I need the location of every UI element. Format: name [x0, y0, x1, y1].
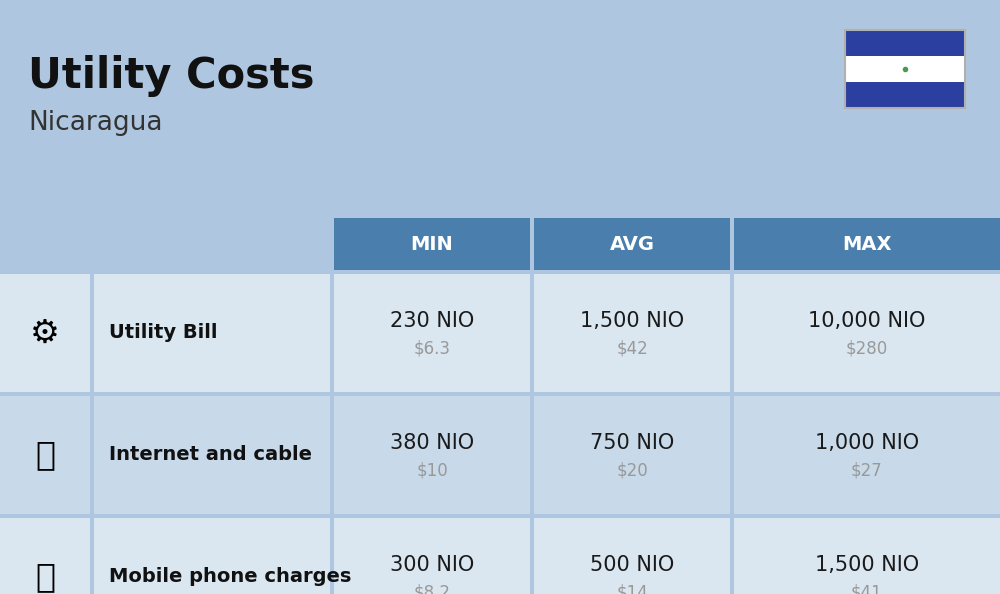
Text: $27: $27 — [851, 462, 883, 480]
Text: ⚙: ⚙ — [30, 317, 60, 349]
Bar — [90, 218, 330, 270]
Text: $41: $41 — [851, 584, 883, 594]
Text: MAX: MAX — [842, 235, 892, 254]
Text: 📶: 📶 — [35, 438, 55, 472]
Text: $8.2: $8.2 — [414, 584, 450, 594]
Text: MIN: MIN — [411, 235, 453, 254]
Text: 1,000 NIO: 1,000 NIO — [815, 433, 919, 453]
Bar — [534, 274, 730, 392]
Bar — [534, 518, 730, 594]
Bar — [534, 218, 730, 270]
Bar — [734, 218, 1000, 270]
Bar — [334, 218, 530, 270]
Bar — [845, 82, 965, 108]
Text: Mobile phone charges: Mobile phone charges — [109, 567, 351, 586]
Bar — [534, 396, 730, 514]
Text: Utility Costs: Utility Costs — [28, 55, 314, 97]
Bar — [0, 274, 90, 392]
Bar — [845, 30, 965, 56]
Bar — [845, 56, 965, 82]
Text: $20: $20 — [616, 462, 648, 480]
Text: $280: $280 — [846, 340, 888, 358]
Bar — [734, 274, 1000, 392]
Bar — [734, 518, 1000, 594]
Text: AVG: AVG — [610, 235, 654, 254]
Bar — [0, 396, 90, 514]
Text: Utility Bill: Utility Bill — [109, 324, 218, 343]
Bar — [334, 274, 530, 392]
Bar — [94, 518, 330, 594]
Text: 230 NIO: 230 NIO — [390, 311, 474, 331]
Text: $6.3: $6.3 — [414, 340, 450, 358]
Text: $42: $42 — [616, 340, 648, 358]
Text: $14: $14 — [616, 584, 648, 594]
Text: 1,500 NIO: 1,500 NIO — [815, 555, 919, 575]
Bar — [334, 518, 530, 594]
Bar — [0, 218, 90, 270]
Bar — [845, 30, 965, 108]
Text: 750 NIO: 750 NIO — [590, 433, 674, 453]
Text: 1,500 NIO: 1,500 NIO — [580, 311, 684, 331]
Bar — [0, 518, 90, 594]
Text: 380 NIO: 380 NIO — [390, 433, 474, 453]
Bar — [94, 396, 330, 514]
Text: Internet and cable: Internet and cable — [109, 446, 312, 465]
Text: 📱: 📱 — [35, 561, 55, 593]
Bar — [334, 396, 530, 514]
Text: 500 NIO: 500 NIO — [590, 555, 674, 575]
Text: 10,000 NIO: 10,000 NIO — [808, 311, 926, 331]
Bar — [94, 274, 330, 392]
Text: Nicaragua: Nicaragua — [28, 110, 162, 136]
Text: $10: $10 — [416, 462, 448, 480]
Bar — [734, 396, 1000, 514]
Text: 300 NIO: 300 NIO — [390, 555, 474, 575]
